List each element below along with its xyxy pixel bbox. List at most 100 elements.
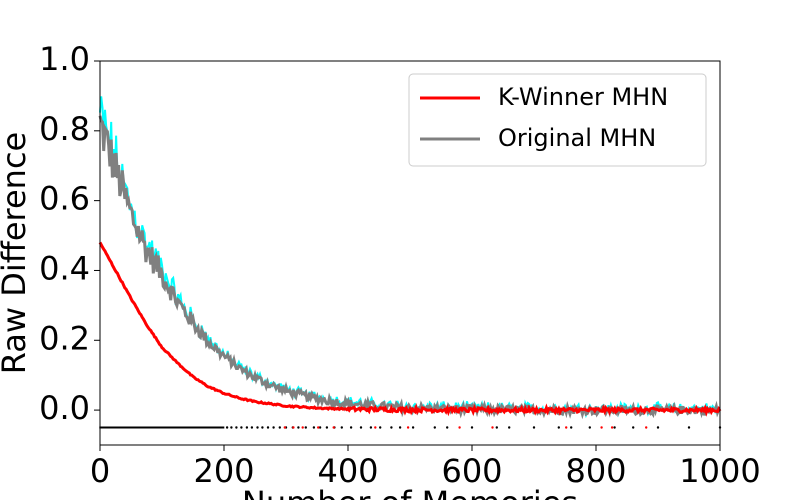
marker-red <box>645 426 648 429</box>
marker-black <box>143 426 145 429</box>
marker-black <box>215 426 217 429</box>
marker-black <box>178 426 180 429</box>
marker-black <box>446 426 449 429</box>
marker-black <box>183 426 185 429</box>
marker-black <box>205 426 208 429</box>
marker-black <box>139 426 141 429</box>
marker-red <box>374 426 377 429</box>
marker-black <box>570 426 573 429</box>
marker-black <box>532 426 536 429</box>
marker-black <box>159 426 161 429</box>
marker-black <box>200 426 202 429</box>
marker-layer <box>99 426 722 429</box>
marker-black <box>210 426 213 429</box>
marker-black <box>222 426 224 429</box>
marker-black <box>557 426 560 429</box>
marker-red <box>458 426 461 429</box>
x-tick-label: 1000 <box>679 452 760 490</box>
marker-black <box>369 426 373 429</box>
marker-black <box>312 426 316 429</box>
marker-black <box>261 426 264 429</box>
marker-black <box>147 426 150 429</box>
marker-black <box>687 426 691 429</box>
marker-black <box>411 426 415 429</box>
marker-black <box>256 426 259 429</box>
marker-black <box>266 426 270 429</box>
series-kwinner-line <box>98 241 722 417</box>
marker-black <box>156 426 158 429</box>
marker-black <box>433 426 436 429</box>
marker-black <box>126 426 128 429</box>
series-layer <box>98 96 722 420</box>
marker-black <box>235 426 238 429</box>
marker-black <box>508 426 511 429</box>
marker-black <box>175 426 177 429</box>
marker-black <box>304 426 307 429</box>
marker-black <box>107 426 109 429</box>
marker-black <box>632 426 635 429</box>
marker-black <box>171 426 173 429</box>
marker-black <box>190 426 192 429</box>
legend-label-original: Original MHN <box>498 124 656 152</box>
marker-red <box>491 426 494 429</box>
legend: K-Winner MHN Original MHN <box>408 73 707 167</box>
marker-black <box>278 426 281 429</box>
marker-red <box>301 426 304 429</box>
marker-black <box>122 426 124 429</box>
marker-black <box>198 426 201 429</box>
marker-black <box>213 426 216 429</box>
marker-black <box>222 426 225 429</box>
x-axis-title: Number of Memories <box>242 484 578 500</box>
x-tick-label: 200 <box>193 452 254 490</box>
marker-black <box>250 426 254 429</box>
marker-black <box>129 426 131 429</box>
marker-red <box>600 426 603 429</box>
marker-black <box>169 426 172 429</box>
marker-black <box>613 426 616 429</box>
marker-red <box>317 426 320 429</box>
marker-black <box>297 426 300 429</box>
x-axis-ticks: 0 200 400 600 800 1000 <box>90 445 761 490</box>
marker-black <box>398 426 402 429</box>
y-tick-label: 0.4 <box>39 249 90 287</box>
y-tick-label: 1.0 <box>39 40 90 78</box>
marker-black <box>168 426 170 429</box>
legend-label-kwinner: K-Winner MHN <box>498 83 668 111</box>
marker-black <box>140 426 143 429</box>
x-tick-label: 0 <box>90 452 110 490</box>
marker-black <box>172 426 175 429</box>
y-axis-title: Raw Difference <box>0 132 33 374</box>
y-tick-label: 0.2 <box>39 319 90 357</box>
marker-black <box>318 426 322 429</box>
marker-black <box>220 426 222 429</box>
marker-black <box>131 426 133 429</box>
marker-black <box>151 426 153 429</box>
plot-frame <box>99 60 721 446</box>
marker-black <box>349 426 353 429</box>
marker-black <box>114 426 116 429</box>
x-tick-label: 400 <box>317 452 378 490</box>
marker-black <box>379 426 382 429</box>
marker-black <box>120 426 123 429</box>
marker-black <box>102 426 104 429</box>
marker-black <box>193 426 196 429</box>
marker-black <box>245 426 249 429</box>
marker-black <box>176 426 179 429</box>
marker-black <box>149 426 152 429</box>
marker-black <box>135 426 138 429</box>
marker-black <box>166 426 168 429</box>
marker-black <box>119 426 121 429</box>
marker-red <box>406 426 410 429</box>
marker-black <box>272 426 275 429</box>
marker-black <box>105 426 108 429</box>
marker-black <box>158 426 160 429</box>
marker-black <box>132 426 135 429</box>
marker-black <box>108 426 111 429</box>
marker-black <box>115 426 118 429</box>
marker-black <box>124 426 126 429</box>
marker-red <box>565 426 568 429</box>
marker-black <box>163 426 165 429</box>
legend-box <box>408 73 707 167</box>
marker-black <box>188 426 190 429</box>
